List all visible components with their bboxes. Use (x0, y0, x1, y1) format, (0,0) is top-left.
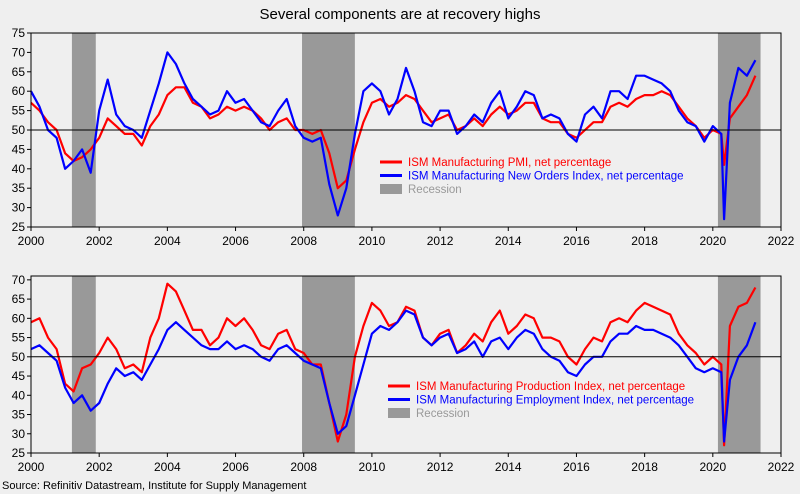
y-tick-label: 55 (12, 331, 26, 345)
x-tick-label: 2010 (359, 234, 386, 248)
x-tick-label: 2018 (631, 234, 658, 248)
y-tick-label: 75 (12, 26, 26, 40)
x-tick-label: 2008 (290, 234, 317, 248)
x-tick-label: 2002 (86, 460, 113, 474)
y-tick-label: 55 (12, 104, 26, 118)
y-tick-label: 30 (12, 427, 26, 441)
legend-recession-label: Recession (416, 408, 470, 420)
y-tick-label: 60 (12, 311, 26, 325)
y-tick-label: 50 (12, 350, 26, 364)
y-tick-label: 70 (12, 273, 26, 287)
y-tick-label: 65 (12, 65, 26, 79)
y-tick-label: 45 (12, 142, 26, 156)
legend-recession-swatch (388, 408, 410, 418)
y-tick-label: 40 (12, 162, 26, 176)
y-tick-label: 40 (12, 388, 26, 402)
y-tick-label: 60 (12, 84, 26, 98)
x-tick-label: 2014 (495, 460, 522, 474)
x-tick-label: 2004 (154, 460, 181, 474)
x-tick-label: 2006 (222, 234, 249, 248)
x-tick-label: 2020 (699, 460, 726, 474)
x-tick-label: 2008 (290, 460, 317, 474)
x-tick-label: 2018 (631, 460, 658, 474)
top-chart-panel: 25 30 35 40 45 50 55 60 65 70 75 2000 2002 2004 2006 20… (12, 26, 795, 248)
x-tick-label: 2016 (563, 460, 590, 474)
x-tick-label: 2016 (563, 234, 590, 248)
x-tick-label: 2022 (768, 460, 795, 474)
y-tick-label: 65 (12, 292, 26, 306)
y-tick-label: 35 (12, 181, 26, 195)
y-tick-label: 50 (12, 123, 26, 137)
y-tick-label: 25 (12, 220, 26, 234)
x-tick-label: 2020 (699, 234, 726, 248)
legend-label: ISM Manufacturing Production Index, net … (416, 381, 685, 393)
legend-label: ISM Manufacturing Employment Index, net … (416, 395, 694, 407)
legend-label: ISM Manufacturing PMI, net percentage (408, 157, 611, 169)
x-tick-label: 2012 (427, 234, 454, 248)
y-tick-label: 25 (12, 446, 26, 460)
y-tick-label: 30 (12, 201, 26, 215)
x-tick-label: 2000 (18, 460, 45, 474)
series-line-blue (30, 51, 757, 221)
x-tick-label: 2012 (427, 460, 454, 474)
legend-recession-swatch (380, 184, 402, 194)
series-line-blue (30, 309, 757, 443)
y-tick-label: 70 (12, 45, 26, 59)
recession-band (71, 276, 96, 453)
legend-recession-label: Recession (408, 184, 462, 196)
x-tick-label: 2002 (86, 234, 113, 248)
x-tick-label: 2014 (495, 234, 522, 248)
x-tick-label: 2004 (154, 234, 181, 248)
chart-title: Several components are at recovery highs (260, 6, 541, 23)
source-note: Source: Refinitiv Datastream, Institute … (2, 480, 306, 492)
x-tick-label: 2000 (18, 234, 45, 248)
y-tick-label: 35 (12, 408, 26, 422)
x-tick-label: 2006 (222, 460, 249, 474)
x-tick-label: 2010 (359, 460, 386, 474)
x-tick-label: 2022 (768, 234, 795, 248)
series-line-red (30, 75, 757, 190)
plot-frame (30, 275, 782, 454)
legend-label: ISM Manufacturing New Orders Index, net … (408, 171, 684, 183)
bottom-chart-panel: 25 30 35 40 45 50 55 60 65 70 2000 2002 2004 2006 2008… (12, 273, 795, 474)
y-tick-label: 45 (12, 369, 26, 383)
